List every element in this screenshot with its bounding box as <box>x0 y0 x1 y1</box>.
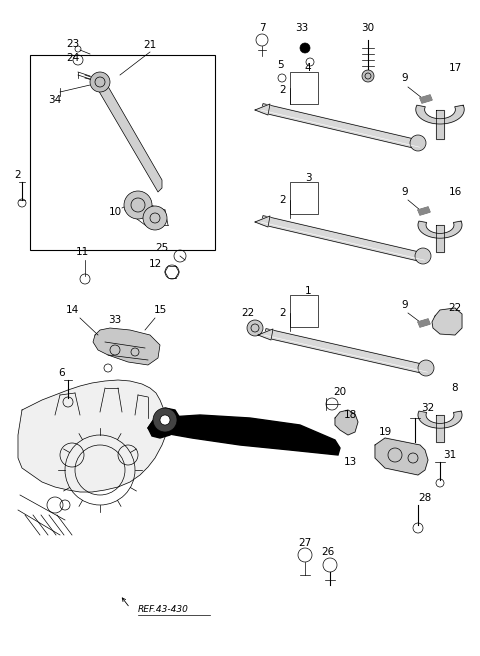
Text: 10: 10 <box>108 207 121 217</box>
Text: 12: 12 <box>148 259 162 269</box>
Text: 32: 32 <box>421 403 434 413</box>
Text: 13: 13 <box>343 457 357 467</box>
Circle shape <box>124 191 152 219</box>
Polygon shape <box>418 319 430 327</box>
Circle shape <box>300 43 310 53</box>
Bar <box>290 295 318 327</box>
Text: 2: 2 <box>280 85 286 95</box>
Circle shape <box>415 248 431 264</box>
Text: 21: 21 <box>144 40 156 50</box>
Polygon shape <box>97 76 162 192</box>
Text: 23: 23 <box>66 39 80 49</box>
Text: 9: 9 <box>402 187 408 197</box>
Circle shape <box>153 408 177 432</box>
Polygon shape <box>436 225 444 252</box>
Polygon shape <box>261 216 426 262</box>
Text: 34: 34 <box>48 95 61 105</box>
Polygon shape <box>335 410 358 435</box>
Text: 27: 27 <box>299 538 312 548</box>
Text: 33: 33 <box>108 315 121 325</box>
Text: 28: 28 <box>419 493 432 503</box>
Text: 2: 2 <box>280 195 286 205</box>
Text: 22: 22 <box>448 303 462 313</box>
Circle shape <box>247 320 263 336</box>
Polygon shape <box>375 438 428 475</box>
Text: 5: 5 <box>276 60 283 70</box>
Circle shape <box>410 135 426 151</box>
Text: 26: 26 <box>322 547 335 557</box>
Bar <box>290 182 318 214</box>
Text: 1: 1 <box>305 286 312 296</box>
Text: 15: 15 <box>154 305 167 315</box>
Polygon shape <box>432 308 462 335</box>
Text: 8: 8 <box>452 383 458 393</box>
Polygon shape <box>261 104 421 150</box>
Text: 9: 9 <box>402 300 408 310</box>
Text: 18: 18 <box>343 410 357 420</box>
Polygon shape <box>148 408 180 438</box>
Polygon shape <box>436 110 444 139</box>
Polygon shape <box>418 207 430 215</box>
Polygon shape <box>436 415 444 442</box>
Text: 19: 19 <box>378 427 392 437</box>
Polygon shape <box>255 104 270 115</box>
Text: 14: 14 <box>65 305 79 315</box>
Text: 33: 33 <box>295 23 309 33</box>
Polygon shape <box>93 328 160 365</box>
Polygon shape <box>418 411 462 428</box>
Text: 2: 2 <box>280 308 286 318</box>
Text: 9: 9 <box>402 73 408 83</box>
Text: 11: 11 <box>75 247 89 257</box>
Text: 2: 2 <box>15 170 21 180</box>
Text: 24: 24 <box>66 53 80 63</box>
Text: 7: 7 <box>259 23 265 33</box>
Text: 30: 30 <box>361 23 374 33</box>
Text: 17: 17 <box>448 63 462 73</box>
Polygon shape <box>258 329 273 340</box>
Text: REF.43-430: REF.43-430 <box>138 605 189 615</box>
Circle shape <box>418 360 434 376</box>
Polygon shape <box>418 221 462 238</box>
Polygon shape <box>255 216 270 227</box>
Bar <box>30 55 215 250</box>
Text: 6: 6 <box>59 368 65 378</box>
Polygon shape <box>416 105 464 124</box>
Polygon shape <box>18 380 167 492</box>
Circle shape <box>362 70 374 82</box>
Text: 4: 4 <box>305 63 312 73</box>
Text: 25: 25 <box>156 243 168 253</box>
Polygon shape <box>264 329 429 375</box>
Text: 22: 22 <box>241 308 254 318</box>
Text: 31: 31 <box>444 450 456 460</box>
Polygon shape <box>148 415 340 455</box>
Text: 16: 16 <box>448 187 462 197</box>
Text: 3: 3 <box>305 173 312 183</box>
Circle shape <box>160 415 170 425</box>
Bar <box>290 72 318 104</box>
Polygon shape <box>420 95 432 103</box>
Text: 20: 20 <box>334 387 347 397</box>
Circle shape <box>143 206 167 230</box>
Circle shape <box>90 72 110 92</box>
